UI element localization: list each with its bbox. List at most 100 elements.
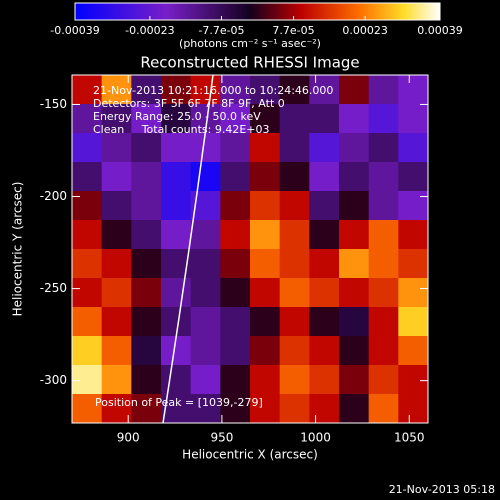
heatmap-cell [131,249,162,279]
heatmap-cell [72,249,103,279]
heatmap-cell [339,75,370,105]
heatmap-cell [190,220,221,250]
chart-title: Reconstructed RHESSI Image [140,54,359,72]
heatmap-cell [161,365,192,395]
heatmap-cell [398,394,429,424]
heatmap-cell [279,394,310,424]
heatmap-cell [131,133,162,163]
heatmap-cell [250,394,281,424]
heatmap-cell [279,75,310,105]
heatmap-cell [339,162,370,192]
heatmap-cell [131,104,162,134]
heatmap-cell [368,162,399,192]
annotation: Detectors: 3F 5F 6F 7F 8F 9F, Att 0 [93,97,285,110]
heatmap-cell [398,191,429,221]
heatmap-cell [398,162,429,192]
heatmap-cell [339,394,370,424]
heatmap-cell [368,278,399,308]
heatmap-cell [368,133,399,163]
heatmap-cell [220,220,251,250]
heatmap-cell [220,394,251,424]
heatmap-cell [101,394,132,424]
heatmap-cell [309,162,340,192]
heatmap-cell [309,104,340,134]
heatmap-cell [131,394,162,424]
heatmap-cell [250,220,281,250]
heatmap-cell [279,162,310,192]
x-axis-label: Heliocentric X (arcsec) [182,448,318,462]
heatmap-cell [398,336,429,366]
heatmap-cell [368,249,399,279]
heatmap-cell [190,75,221,105]
x-tick-label: 950 [210,431,233,445]
heatmap-cell [72,278,103,308]
heatmap-cell [339,365,370,395]
heatmap-cell [279,249,310,279]
heatmap-cell [101,133,132,163]
timestamp: 21-Nov-2013 05:18 [389,483,495,496]
annotation: Position of Peak = [1039,-279] [95,396,263,409]
heatmap-cell [190,162,221,192]
heatmap-cell [101,278,132,308]
colorbar-tick-label: -0.00023 [125,24,174,37]
heatmap-cell [368,220,399,250]
heatmap-cell [101,104,132,134]
heatmap-cell [339,278,370,308]
heatmap-cell [279,104,310,134]
heatmap-cell [279,307,310,337]
heatmap-cell [131,75,162,105]
heatmap-cell [220,278,251,308]
heatmap-cell [339,307,370,337]
heatmap-cell [190,307,221,337]
heatmap-cell [368,336,399,366]
heatmap-cell [398,278,429,308]
heatmap-cell [72,133,103,163]
heatmap-cell [368,75,399,105]
heatmap-cell [161,104,192,134]
heatmap-cell [279,220,310,250]
heatmap-cell [309,365,340,395]
plot-frame [71,74,429,424]
heatmap-cell [279,278,310,308]
x-tick-label: 900 [117,431,140,445]
heatmap-cell [220,249,251,279]
heatmap-cell [220,133,251,163]
heatmap-cell [220,104,251,134]
heatmap-cell [161,220,192,250]
heatmap-cell [279,133,310,163]
heatmap-cell [279,191,310,221]
y-axis-label: Heliocentric Y (arcsec) [11,182,25,317]
heatmap-cell [368,394,399,424]
heatmap-cell [279,336,310,366]
heatmap-cell [250,162,281,192]
heatmap-cell [398,220,429,250]
solar-limb [162,75,214,423]
heatmap-cell [190,249,221,279]
y-tick-label: -150 [40,97,67,111]
heatmap-cell [398,365,429,395]
heatmap-cell [220,336,251,366]
heatmap-cell [72,336,103,366]
heatmap-cell [131,307,162,337]
heatmap-cell [101,365,132,395]
x-tick-label: 1050 [394,431,425,445]
heatmap-cell [161,162,192,192]
heatmap-cell [101,162,132,192]
annotation: Clean Total counts: 9.42E+03 [93,123,270,136]
heatmap-cell [131,365,162,395]
heatmap-cell [72,394,103,424]
heatmap-cell [161,75,192,105]
y-tick-label: -250 [40,281,67,295]
colorbar-tick-label: 7.7e-05 [272,24,314,37]
heatmap-cell [101,249,132,279]
heatmap-cell [250,191,281,221]
heatmap-cell [131,278,162,308]
heatmap-cell [339,336,370,366]
heatmap-cell [190,336,221,366]
heatmap-cell [250,104,281,134]
heatmap-cell [101,307,132,337]
heatmap-cell [250,278,281,308]
heatmap-cell [339,133,370,163]
colorbar [74,2,441,21]
heatmap-cell [250,133,281,163]
